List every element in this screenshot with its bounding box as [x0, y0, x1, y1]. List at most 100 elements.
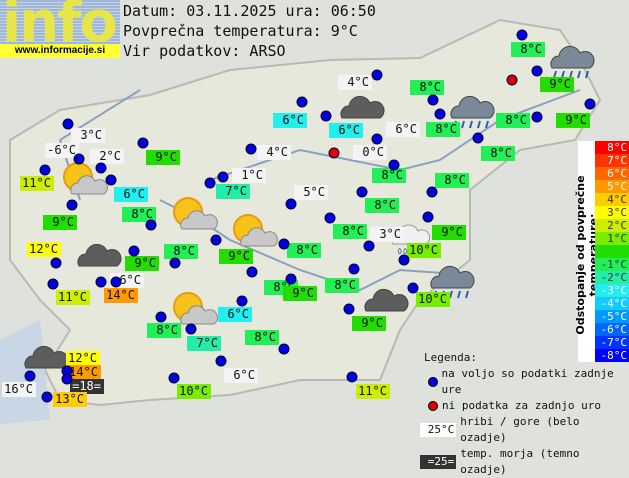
station-dot[interactable]	[169, 257, 181, 269]
station-dot[interactable]	[73, 153, 85, 165]
station-dot[interactable]	[95, 162, 107, 174]
station-dot[interactable]	[343, 303, 355, 315]
station-temperature-label: 7°C	[187, 336, 221, 351]
station-temperature-label: 6°C	[224, 368, 258, 383]
sea-temperature-label: =18=	[70, 379, 104, 394]
station-temperature-label: 8°C	[511, 42, 545, 57]
station-dot[interactable]	[245, 143, 257, 155]
station-dot[interactable]	[105, 174, 117, 186]
station-dot[interactable]	[356, 186, 368, 198]
station-temperature-label: 10°C	[177, 384, 211, 399]
station-dot[interactable]	[398, 254, 410, 266]
station-dot[interactable]	[236, 295, 248, 307]
station-dot[interactable]	[434, 108, 446, 120]
station-temperature-label: 9°C	[125, 256, 159, 271]
station-dot[interactable]	[278, 238, 290, 250]
station-dot[interactable]	[210, 234, 222, 246]
station-dot[interactable]	[168, 372, 180, 384]
station-temperature-label: 8°C	[481, 146, 515, 161]
station-dot[interactable]	[346, 371, 358, 383]
station-dot[interactable]	[285, 273, 297, 285]
station-dot[interactable]	[61, 373, 73, 385]
station-dot[interactable]	[215, 355, 227, 367]
station-dot[interactable]	[62, 118, 74, 130]
station-temperature-label: 8°C	[147, 323, 181, 338]
station-dot[interactable]	[516, 29, 528, 41]
colorbar-row: -4°C	[595, 297, 629, 310]
colorbar-row: -1°C	[595, 258, 629, 271]
station-temperature-label: 6°C	[386, 122, 420, 137]
station-dot[interactable]	[348, 263, 360, 275]
station-missing-dot[interactable]	[506, 74, 518, 86]
station-temperature-label: 8°C	[496, 113, 530, 128]
legend: Legenda: na voljo so podatki zadnje ure …	[420, 350, 629, 478]
station-dot[interactable]	[204, 177, 216, 189]
station-temperature-label: 9°C	[432, 225, 466, 240]
station-temperature-label: 2°C	[90, 149, 124, 164]
station-dot[interactable]	[246, 266, 258, 278]
colorbar-row: 7°C	[595, 154, 629, 167]
logo-url[interactable]: www.informacije.si	[0, 44, 120, 58]
station-dot[interactable]	[427, 94, 439, 106]
station-dot[interactable]	[324, 212, 336, 224]
station-temperature-label: 14°C	[67, 365, 101, 380]
station-temperature-label: 8°C	[333, 224, 367, 239]
partly-cloudy-icon	[168, 195, 220, 239]
station-dot[interactable]	[47, 278, 59, 290]
station-temperature-label: 13°C	[53, 392, 87, 407]
station-dot[interactable]	[278, 343, 290, 355]
colorbar-row: -7°C	[595, 336, 629, 349]
station-dot[interactable]	[320, 110, 332, 122]
colorbar-row: 4°C	[595, 193, 629, 206]
legend-missing: ni podatka za zadnjo uro	[442, 399, 601, 412]
station-dot[interactable]	[185, 323, 197, 335]
station-dot[interactable]	[296, 96, 308, 108]
station-temperature-label: 10°C	[407, 243, 441, 258]
station-dot[interactable]	[110, 276, 122, 288]
station-dot[interactable]	[66, 199, 78, 211]
station-dot[interactable]	[426, 186, 438, 198]
station-dot[interactable]	[128, 245, 140, 257]
station-dot[interactable]	[407, 282, 419, 294]
legend-title: Legenda:	[424, 351, 477, 364]
station-dot[interactable]	[422, 211, 434, 223]
station-dot[interactable]	[95, 276, 107, 288]
station-dot[interactable]	[363, 240, 375, 252]
station-dot[interactable]	[155, 311, 167, 323]
legend-sea-sample: =25=	[420, 455, 457, 469]
source-line: Vir podatkov: ARSO	[123, 42, 286, 60]
station-dot[interactable]	[472, 132, 484, 144]
colorbar-row: 6°C	[595, 167, 629, 180]
logo[interactable]: info www.informacije.si	[0, 0, 120, 58]
station-dot[interactable]	[145, 219, 157, 231]
station-temperature-label: 9°C	[146, 150, 180, 165]
legend-hill: hribi / gore (belo ozadje)	[460, 415, 580, 444]
station-dot[interactable]	[137, 137, 149, 149]
station-dot[interactable]	[24, 370, 36, 382]
station-dot[interactable]	[39, 164, 51, 176]
station-temperature-label: 9°C	[556, 113, 590, 128]
station-temperature-label: 6°C	[218, 307, 252, 322]
station-dot[interactable]	[371, 69, 383, 81]
station-dot[interactable]	[50, 257, 62, 269]
station-dot[interactable]	[388, 159, 400, 171]
station-temperature-label: 3°C	[71, 128, 105, 143]
station-dot[interactable]	[217, 171, 229, 183]
station-dot[interactable]	[531, 111, 543, 123]
station-missing-dot[interactable]	[328, 147, 340, 159]
colorbar-row	[595, 245, 629, 258]
station-dot[interactable]	[285, 198, 297, 210]
station-temperature-label: 4°C	[338, 75, 372, 90]
station-temperature-label: 3°C	[370, 227, 404, 242]
station-dot[interactable]	[584, 98, 596, 110]
station-temperature-label: 6°C	[114, 187, 148, 202]
date-line: Datum: 03.11.2025 ura: 06:50	[123, 2, 376, 20]
colorbar-row: -3°C	[595, 284, 629, 297]
station-dot[interactable]	[371, 133, 383, 145]
colorbar-row: 1°C	[595, 232, 629, 245]
station-temperature-label: 8°C	[245, 330, 279, 345]
station-dot[interactable]	[531, 65, 543, 77]
station-temperature-label: 8°C	[372, 168, 406, 183]
station-dot[interactable]	[41, 391, 53, 403]
rain-cloud-icon	[548, 40, 600, 84]
